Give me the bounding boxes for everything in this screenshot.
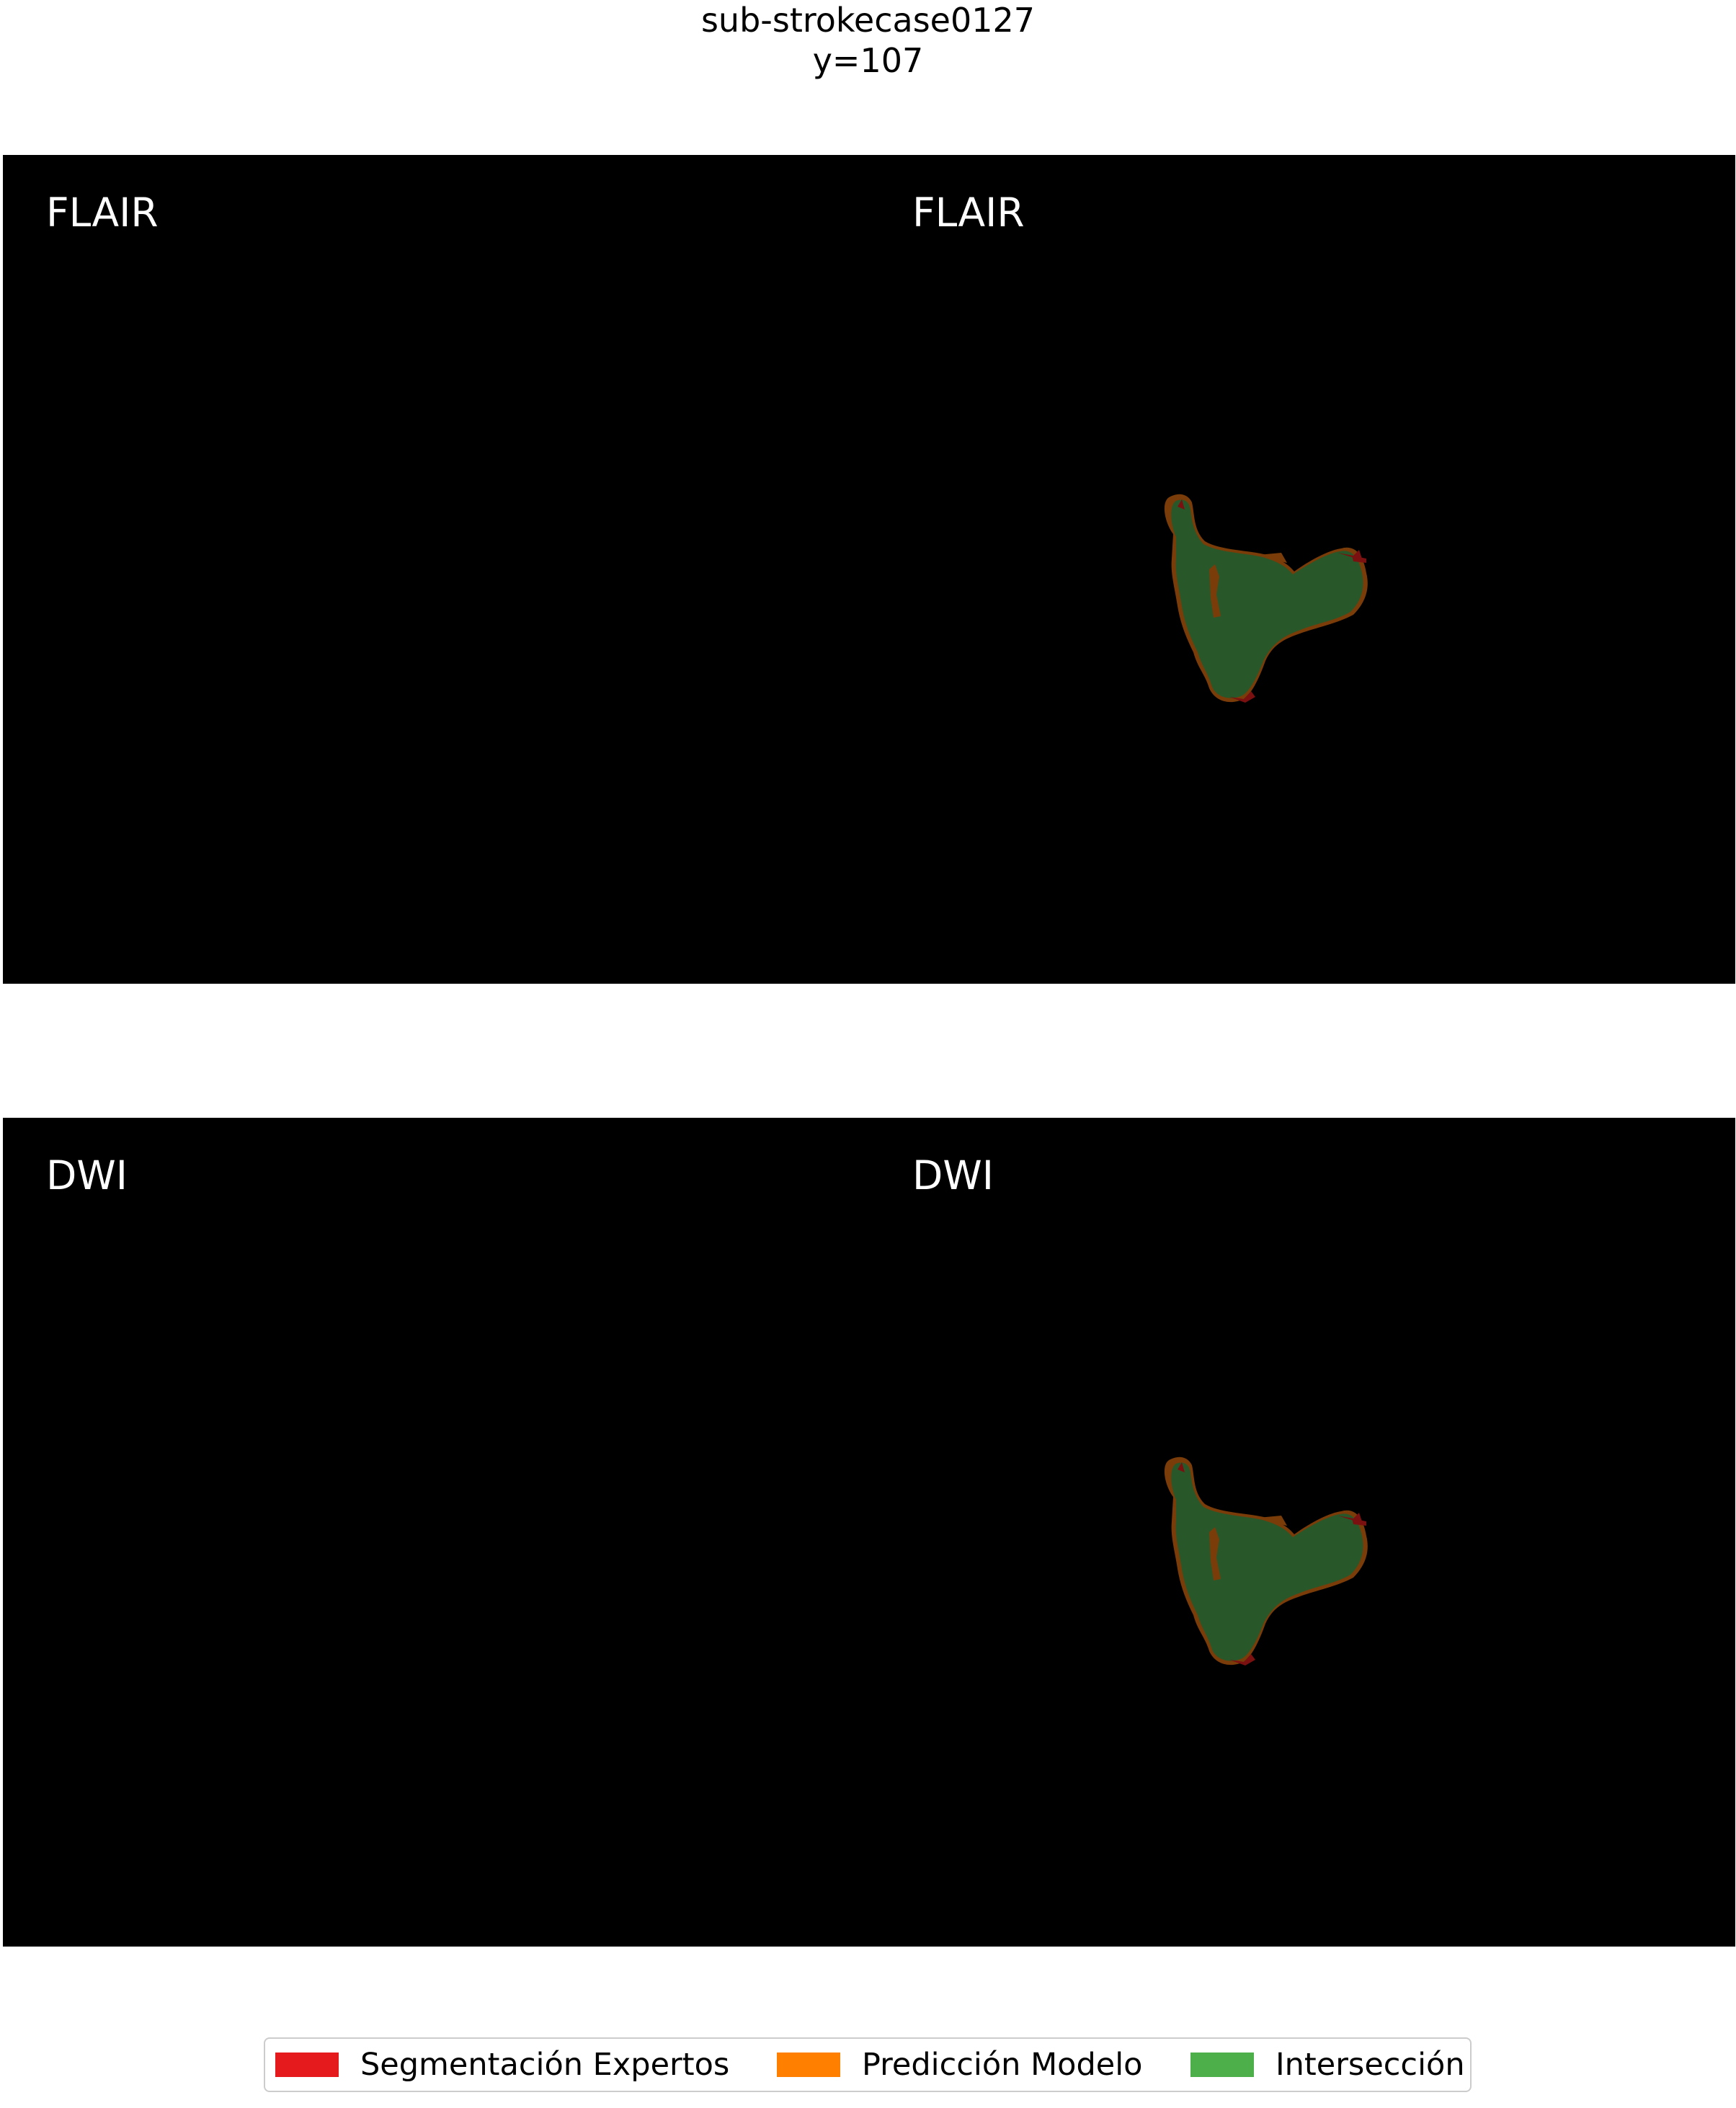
legend-item-intersection: Intersección — [1190, 2039, 1465, 2091]
dwi-label-left: DWI — [46, 1152, 128, 1198]
legend-swatch-intersection — [1190, 2053, 1254, 2077]
figure-title: sub-strokecase0127 y=107 — [0, 0, 1736, 81]
lesion-prediction-streak — [1209, 564, 1221, 618]
lesion-expert-edge-left — [1178, 499, 1185, 510]
legend-label-intersection: Intersección — [1276, 2047, 1465, 2083]
lesion-expert-edge-bottom — [1229, 1654, 1255, 1666]
lesion-prediction-patch — [1258, 553, 1287, 563]
lesion-intersection-area — [1171, 499, 1363, 698]
dwi-lesion-overlay — [1164, 1457, 1368, 1666]
flair-label-left: FLAIR — [46, 190, 159, 236]
flair-overlay-panel: FLAIR — [869, 155, 1735, 984]
dwi-row: DWI DWI — [3, 1118, 1735, 1947]
flair-row: FLAIR FLAIR — [3, 155, 1735, 984]
dwi-label-right: DWI — [912, 1152, 994, 1198]
lesion-expert-edge-left — [1178, 1462, 1185, 1472]
legend-swatch-prediction — [777, 2053, 840, 2077]
legend-label-prediction: Predicción Modelo — [862, 2047, 1143, 2083]
flair-lesion-overlay — [1164, 494, 1368, 703]
lesion-expert-edge-tip — [1352, 556, 1366, 563]
legend-item-prediction: Predicción Modelo — [777, 2039, 1142, 2091]
title-subject: sub-strokecase0127 — [700, 1, 1036, 40]
legend-swatch-expert — [275, 2053, 339, 2077]
title-slice: y=107 — [812, 41, 924, 80]
legend-item-expert: Segmentación Expertos — [275, 2039, 729, 2091]
dwi-overlay-panel: DWI — [869, 1118, 1735, 1947]
flair-label-right: FLAIR — [912, 190, 1025, 236]
lesion-expert-edge-top — [1337, 550, 1363, 563]
dwi-image-panel: DWI — [3, 1118, 869, 1947]
lesion-intersection-area — [1171, 1462, 1363, 1661]
lesion-prediction-streak — [1209, 1527, 1221, 1580]
lesion-prediction-patch — [1258, 1516, 1287, 1526]
lesion-expert-edge-bottom — [1229, 691, 1255, 703]
flair-image-panel: FLAIR — [3, 155, 869, 984]
legend-label-expert: Segmentación Expertos — [360, 2047, 730, 2083]
lesion-expert-edge-top — [1337, 1513, 1363, 1526]
legend: Segmentación Expertos Predicción Modelo … — [264, 2037, 1472, 2092]
lesion-expert-edge-tip — [1352, 1518, 1366, 1526]
